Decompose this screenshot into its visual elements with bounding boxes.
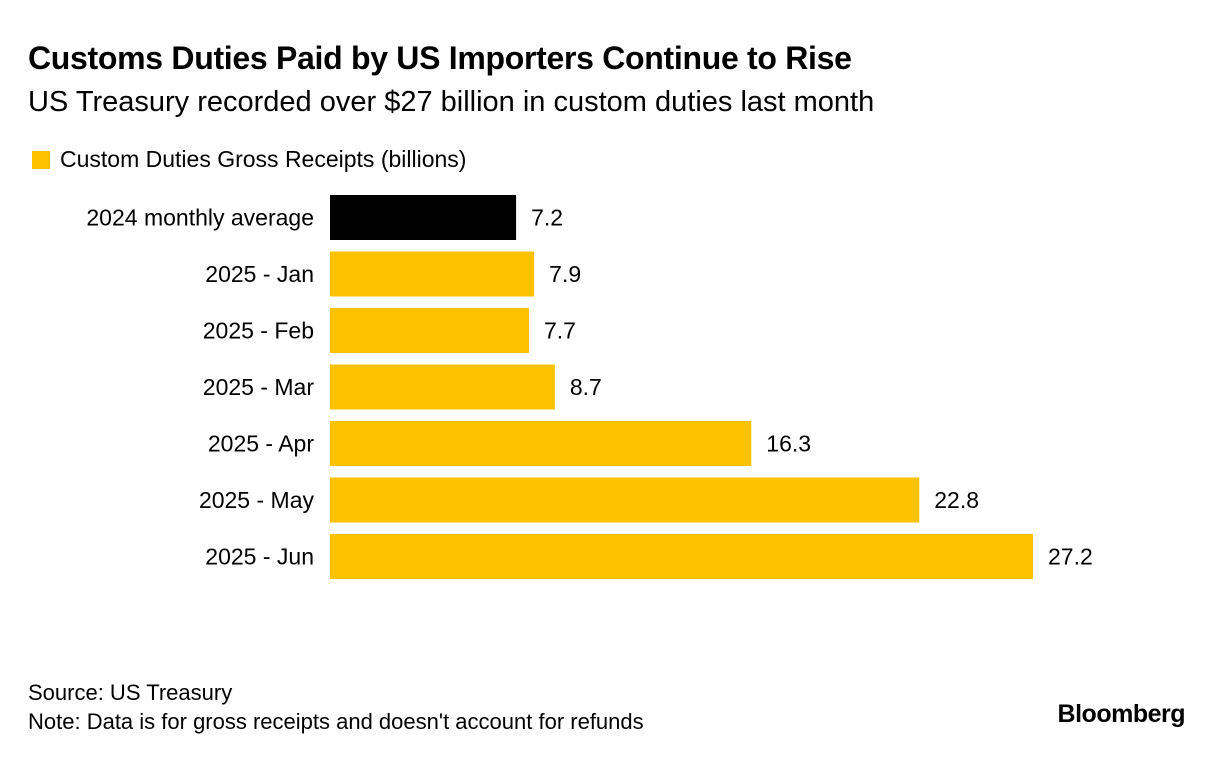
legend-swatch: [32, 150, 50, 169]
chart-title: Customs Duties Paid by US Importers Cont…: [28, 40, 852, 76]
category-label: 2025 - Apr: [208, 431, 314, 457]
bar-chart: 2024 monthly average 7.2 2025 - Jan 7.9 2025…: [86, 195, 1093, 579]
category-label: 2025 - Feb: [203, 318, 314, 344]
value-label: 8.7: [570, 374, 602, 400]
legend: Custom Duties Gross Receipts (billions): [32, 146, 466, 173]
category-label: 2025 - Mar: [203, 374, 315, 400]
bar: [330, 477, 920, 523]
category-label: 2024 monthly average: [86, 205, 314, 231]
bar: [330, 195, 517, 240]
value-label: 7.7: [544, 318, 576, 344]
category-label: 2025 - May: [199, 487, 315, 513]
value-label: 27.2: [1048, 544, 1093, 570]
bar: [330, 308, 530, 353]
bar: [330, 251, 535, 297]
value-label: 16.3: [766, 431, 811, 457]
value-label: 7.9: [549, 261, 581, 287]
legend-label: Custom Duties Gross Receipts (billions): [60, 146, 467, 172]
bar: [330, 534, 1033, 579]
value-label: 22.8: [934, 487, 979, 513]
category-label: 2025 - Jan: [205, 261, 314, 287]
bar: [330, 364, 555, 410]
category-label: 2025 - Jun: [205, 544, 314, 570]
value-label: 7.2: [531, 205, 563, 231]
source-note: Source: US Treasury: [28, 680, 233, 705]
chart-subtitle: US Treasury recorded over $27 billion in…: [28, 86, 875, 118]
footer: Source: US Treasury Note: Data is for gr…: [28, 678, 644, 736]
bar: [330, 421, 752, 466]
bloomberg-logo: Bloomberg: [1057, 700, 1186, 728]
data-note: Note: Data is for gross receipts and doe…: [28, 709, 644, 734]
